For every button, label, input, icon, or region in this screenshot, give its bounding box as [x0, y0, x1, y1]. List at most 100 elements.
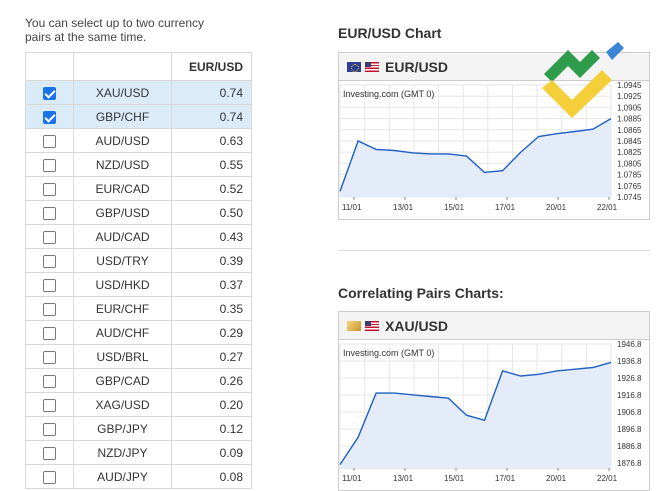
- header-value-col[interactable]: EUR/USD: [171, 52, 252, 81]
- pair-checkbox[interactable]: [43, 230, 56, 244]
- y-tick-label: 1916.8: [617, 391, 642, 400]
- pair-checkbox[interactable]: [43, 134, 56, 148]
- table-row[interactable]: NZD/USD 0.55: [25, 152, 252, 177]
- chart-source-label: Investing.com (GMT 0): [343, 89, 434, 99]
- pair-checkbox[interactable]: [43, 182, 56, 196]
- x-tick-label: 15/01: [444, 203, 465, 212]
- table-row[interactable]: NZD/JPY 0.09: [25, 440, 252, 465]
- chart-plot[interactable]: 1946.8 1936.8 1926.8 1916.8 1906.8 1896.8 1886…: [339, 340, 649, 490]
- x-tick-label: 17/01: [495, 474, 516, 483]
- series-line: [339, 361, 612, 465]
- pair-name: USD/TRY: [73, 248, 172, 273]
- pair-checkbox[interactable]: [43, 374, 56, 388]
- correlation-value: 0.63: [171, 128, 252, 153]
- header-pair-col: [73, 52, 172, 81]
- correlation-value: 0.43: [171, 224, 252, 249]
- row-checkbox-cell: [25, 128, 74, 153]
- correlation-value: 0.09: [171, 440, 252, 465]
- xauusd-chart: XAU/USD 1946.8 1936.8 1926.8 1916.8 1906.8 18…: [338, 311, 650, 491]
- pair-checkbox[interactable]: [43, 206, 56, 220]
- pair-checkbox[interactable]: [43, 278, 56, 292]
- x-tick-label: 17/01: [495, 203, 516, 212]
- table-row[interactable]: XAU/USD 0.74: [25, 80, 252, 105]
- y-tick-label: 1.0845: [617, 137, 642, 146]
- pair-name: GBP/CHF: [73, 104, 172, 129]
- table-row[interactable]: AUD/JPY 0.08: [25, 464, 252, 489]
- pair-checkbox[interactable]: [43, 254, 56, 268]
- table-row[interactable]: GBP/CAD 0.26: [25, 368, 252, 393]
- y-tick-label: 1.0745: [617, 193, 642, 202]
- table-row[interactable]: EUR/CHF 0.35: [25, 296, 252, 321]
- x-tick-label: 20/01: [546, 203, 567, 212]
- table-row[interactable]: XAG/USD 0.20: [25, 392, 252, 417]
- y-tick-label: 1.0865: [617, 126, 642, 135]
- intro-text: You can select up to two currency pairs …: [25, 16, 204, 44]
- table-row[interactable]: AUD/CHF 0.29: [25, 320, 252, 345]
- y-tick-label: 1.0805: [617, 159, 642, 168]
- x-tick-label: 22/01: [597, 203, 618, 212]
- divider: [338, 250, 650, 251]
- x-tick-label: 11/01: [342, 203, 362, 212]
- pair-checkbox[interactable]: [43, 110, 56, 124]
- pair-name: AUD/CHF: [73, 320, 172, 345]
- y-tick-label: 1886.8: [617, 442, 642, 451]
- correlation-value: 0.37: [171, 272, 252, 297]
- correlation-value: 0.39: [171, 248, 252, 273]
- table-row[interactable]: USD/TRY 0.39: [25, 248, 252, 273]
- correlating-title: Correlating Pairs Charts:: [338, 285, 504, 301]
- correlation-table: EUR/USD XAU/USD 0.74 GBP/CHF 0.74 AUD/USD 0.6…: [25, 52, 252, 489]
- y-tick-label: 1.0945: [617, 81, 642, 90]
- table-row[interactable]: AUD/USD 0.63: [25, 128, 252, 153]
- main-chart-title: EUR/USD Chart: [338, 25, 442, 41]
- correlation-value: 0.29: [171, 320, 252, 345]
- table-row[interactable]: USD/BRL 0.27: [25, 344, 252, 369]
- row-checkbox-cell: [25, 200, 74, 225]
- table-row[interactable]: USD/HKD 0.37: [25, 272, 252, 297]
- y-tick-label: 1.0885: [617, 115, 642, 124]
- eu-flag-icon: [347, 61, 361, 72]
- pair-checkbox[interactable]: [43, 86, 56, 100]
- correlation-value: 0.55: [171, 152, 252, 177]
- row-checkbox-cell: [25, 344, 74, 369]
- row-checkbox-cell: [25, 104, 74, 129]
- x-tick-label: 13/01: [393, 474, 414, 483]
- series-area: [340, 118, 611, 197]
- row-checkbox-cell: [25, 296, 74, 321]
- row-checkbox-cell: [25, 392, 74, 417]
- x-tick-label: 15/01: [444, 474, 465, 483]
- pair-name: USD/HKD: [73, 272, 172, 297]
- table-row[interactable]: EUR/CAD 0.52: [25, 176, 252, 201]
- y-tick-label: 1926.8: [617, 374, 642, 383]
- table-row[interactable]: GBP/USD 0.50: [25, 200, 252, 225]
- x-tick-label: 11/01: [342, 474, 362, 483]
- pair-checkbox[interactable]: [43, 350, 56, 364]
- correlation-value: 0.35: [171, 296, 252, 321]
- y-tick-label: 1936.8: [617, 357, 642, 366]
- chart-symbol: XAU/USD: [385, 317, 449, 334]
- pair-checkbox[interactable]: [43, 158, 56, 172]
- us-flag-icon: [365, 61, 379, 72]
- x-tick-label: 13/01: [393, 203, 414, 212]
- brand-logo-icon: [542, 42, 624, 118]
- pair-checkbox[interactable]: [43, 422, 56, 436]
- table-row[interactable]: GBP/JPY 0.12: [25, 416, 252, 441]
- x-tick-label: 20/01: [546, 474, 567, 483]
- table-header-row: EUR/USD: [25, 52, 252, 81]
- pair-name: GBP/JPY: [73, 416, 172, 441]
- table-row[interactable]: GBP/CHF 0.74: [25, 104, 252, 129]
- pair-name: XAG/USD: [73, 392, 172, 417]
- pair-name: GBP/USD: [73, 200, 172, 225]
- correlation-value: 0.27: [171, 344, 252, 369]
- y-tick-label: 1906.8: [617, 408, 642, 417]
- correlation-value: 0.08: [171, 464, 252, 489]
- pair-checkbox[interactable]: [43, 302, 56, 316]
- row-checkbox-cell: [25, 272, 74, 297]
- pair-checkbox[interactable]: [43, 446, 56, 460]
- pair-checkbox[interactable]: [43, 398, 56, 412]
- correlation-value: 0.26: [171, 368, 252, 393]
- pair-checkbox[interactable]: [43, 326, 56, 340]
- row-checkbox-cell: [25, 152, 74, 177]
- pair-checkbox[interactable]: [43, 470, 56, 484]
- table-row[interactable]: AUD/CAD 0.43: [25, 224, 252, 249]
